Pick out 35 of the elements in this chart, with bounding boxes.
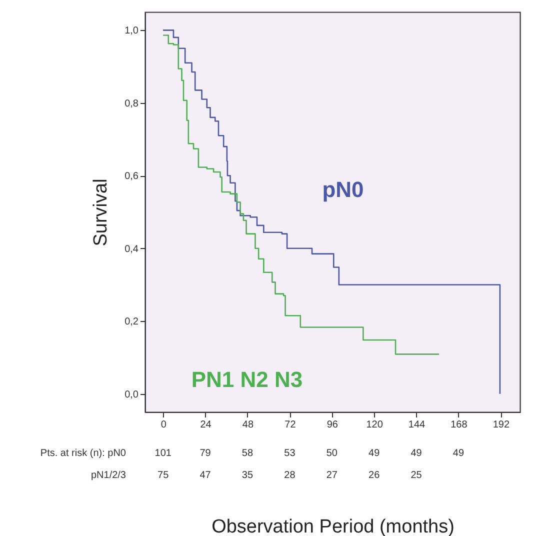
x-tick-label: 168 [450,420,468,430]
text: 28 [284,470,296,481]
x-tick-label: 144 [408,420,426,430]
x-tick-label: 24 [200,420,212,430]
x-tick-label: 48 [242,420,254,430]
y-axis-title: Survival [90,178,112,246]
text: 50 [326,448,338,459]
text: 75 [158,470,170,481]
text: 25 [410,470,422,481]
y-tick-label: 0,2 [124,316,139,328]
x-tick-label: 0 [160,420,167,430]
x-tick-label: 120 [366,420,384,430]
x-tick-label: 72 [284,420,296,430]
y-tick-label: 0,0 [124,389,139,400]
y-tick-label: 1,0 [124,26,139,37]
x-tick-label: 192 [492,420,510,430]
text: pN0 [322,177,364,202]
text: 79 [200,448,212,459]
text: 49 [452,448,464,459]
text: 101 [154,448,172,459]
text: 53 [284,448,296,459]
text: 47 [200,470,212,481]
text: 35 [242,470,254,481]
y-tick-label: 0,6 [124,171,139,182]
text: 49 [368,448,380,459]
series-label: PN1 N2 N3 [191,367,303,392]
text: 49 [410,448,422,459]
y-tick-label: 0,4 [124,244,139,255]
text: 26 [368,470,380,481]
text: Pts. at risk (n): pN0 [40,448,126,459]
y-tick-label: 0,8 [124,98,139,110]
text: 58 [242,448,254,459]
x-tick-label: 96 [326,420,338,430]
text: pN1/2/3 [90,470,126,481]
text: 27 [326,470,338,481]
